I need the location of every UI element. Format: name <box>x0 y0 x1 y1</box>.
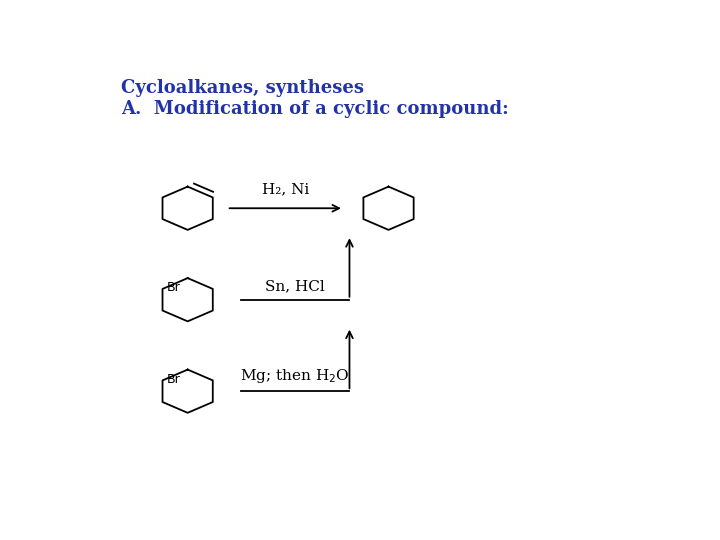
Text: Cycloalkanes, syntheses: Cycloalkanes, syntheses <box>121 79 364 97</box>
Text: Br: Br <box>167 373 181 386</box>
Text: A.  Modification of a cyclic compound:: A. Modification of a cyclic compound: <box>121 100 508 118</box>
Text: Br: Br <box>167 281 181 294</box>
Text: Sn, HCl: Sn, HCl <box>265 280 325 294</box>
Text: H₂, Ni: H₂, Ni <box>261 183 309 197</box>
Text: Mg; then H$_2$O: Mg; then H$_2$O <box>240 367 350 385</box>
